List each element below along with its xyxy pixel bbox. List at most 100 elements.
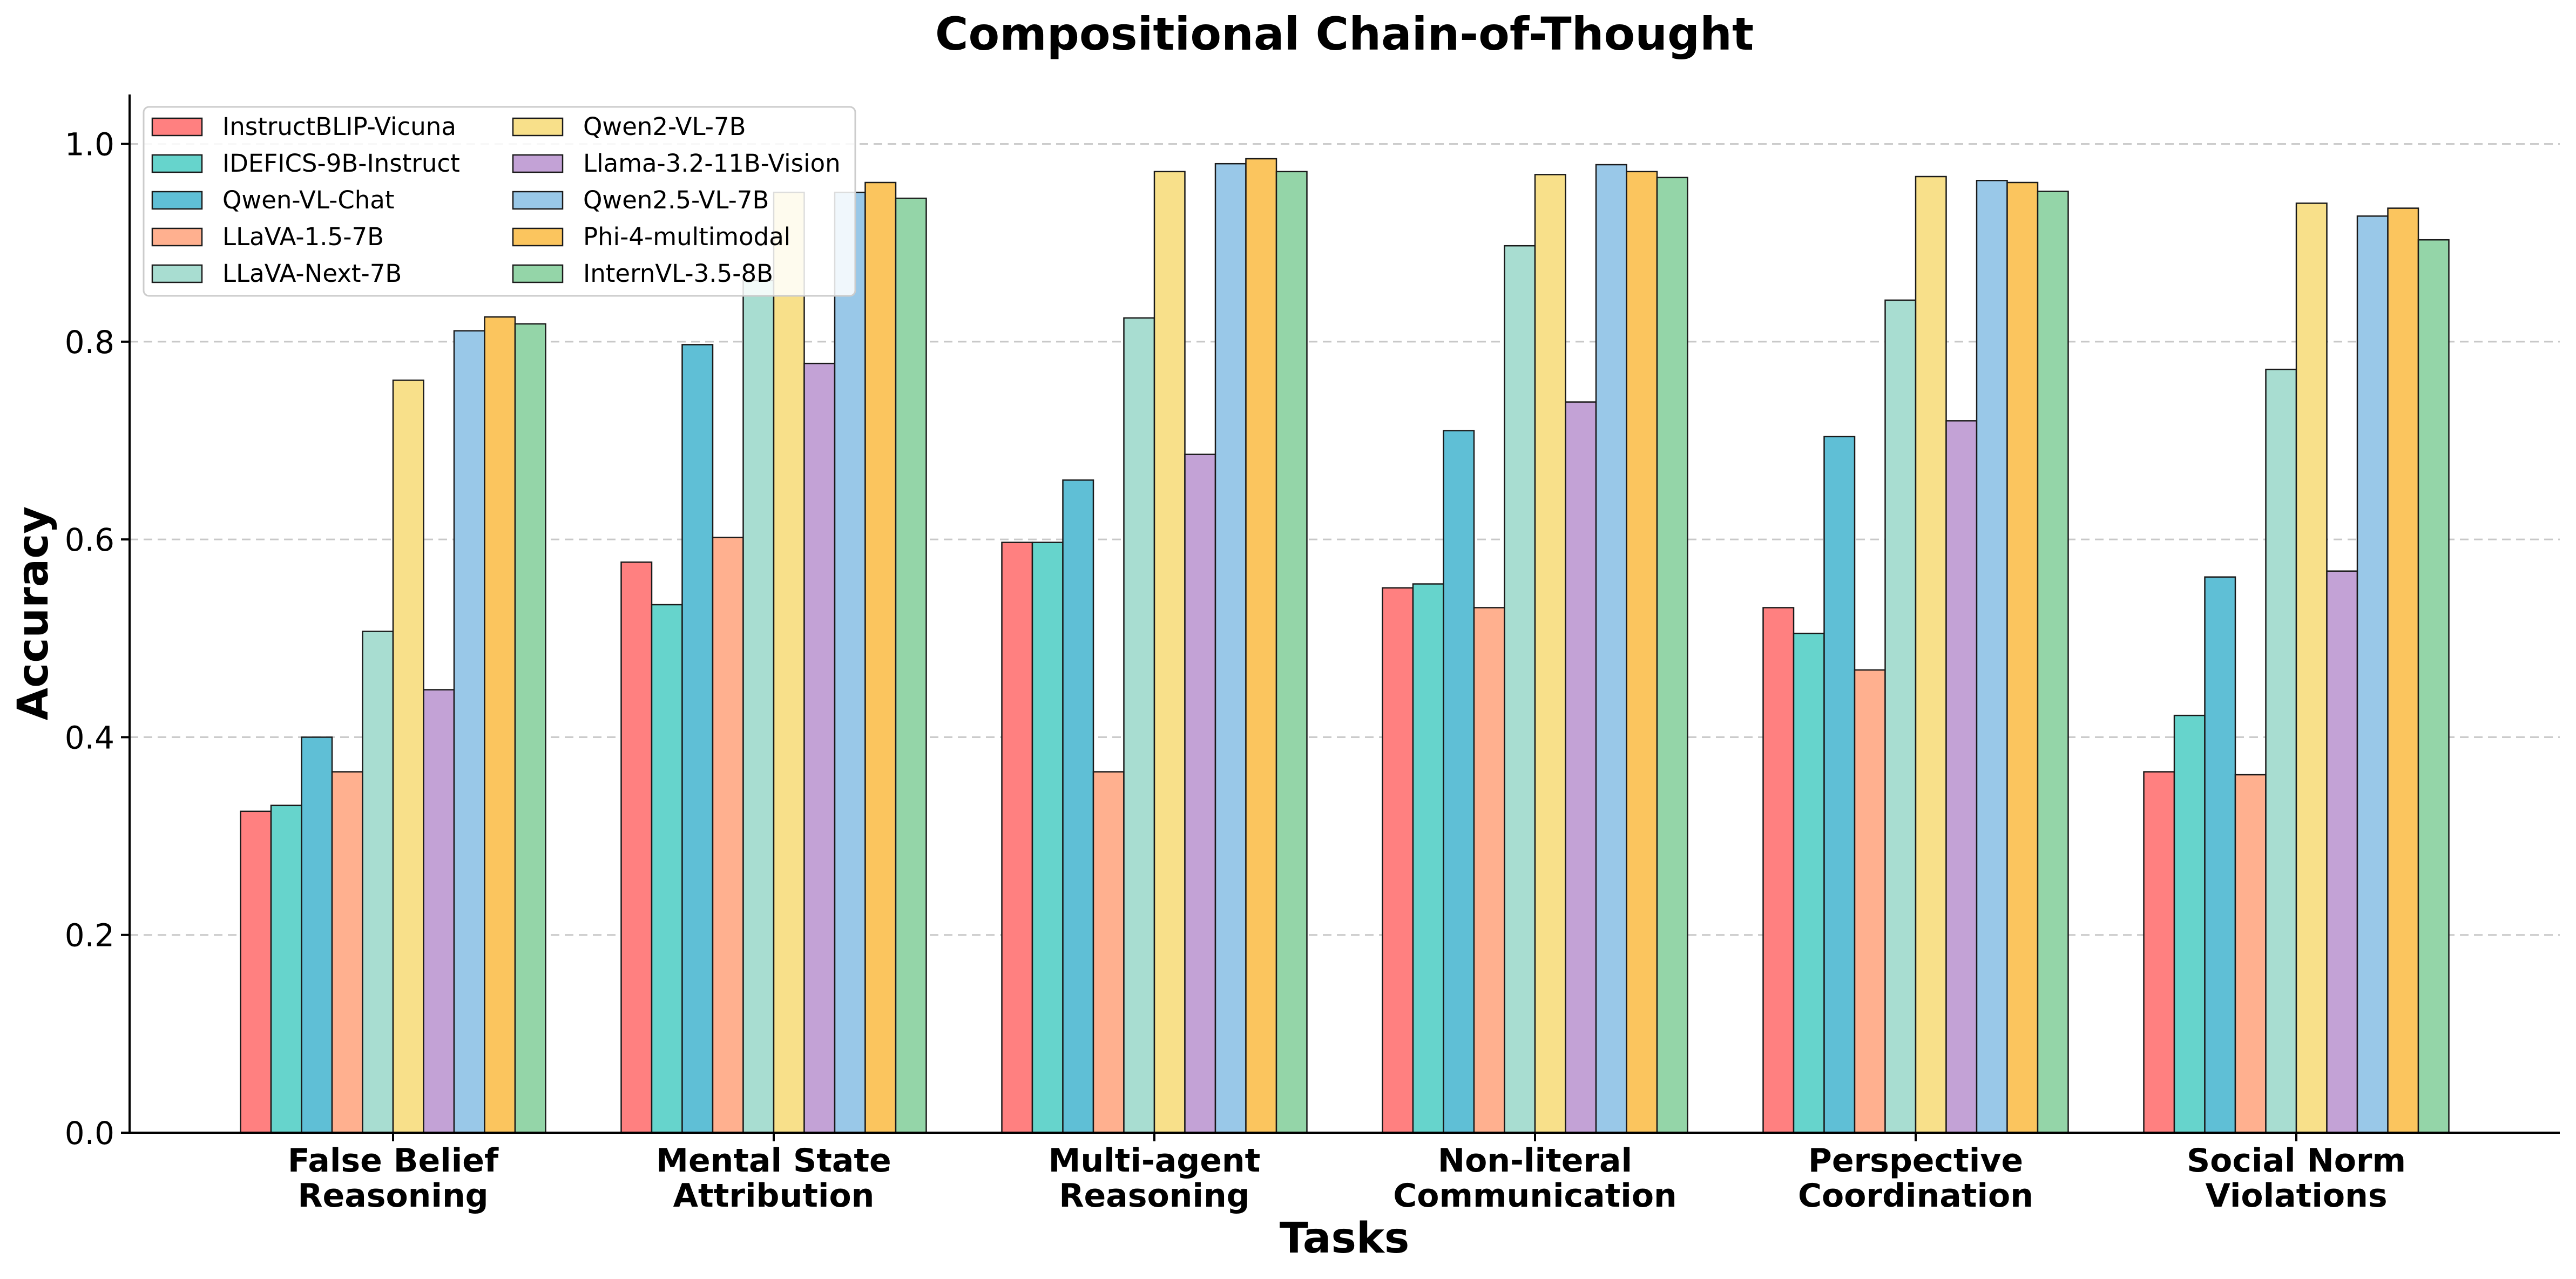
bar bbox=[331, 771, 363, 1134]
bar bbox=[1275, 171, 1308, 1134]
bar bbox=[2234, 774, 2267, 1134]
legend-label: IDEFICS-9B-Instruct bbox=[222, 149, 460, 178]
bar bbox=[1184, 454, 1216, 1134]
bar bbox=[1031, 542, 1064, 1134]
bar bbox=[301, 736, 333, 1134]
legend: InstructBLIP-Vicuna IDEFICS-9B-Instruct Qw… bbox=[143, 106, 856, 297]
legend-swatch bbox=[151, 117, 203, 137]
bar bbox=[1945, 420, 1978, 1134]
x-tick-label-line: Coordination bbox=[1798, 1177, 2033, 1215]
bar bbox=[1382, 587, 1414, 1134]
bar bbox=[1595, 164, 1627, 1134]
legend-swatch bbox=[151, 154, 203, 173]
bar bbox=[620, 561, 653, 1134]
x-tick-label-line: Social Norm bbox=[2187, 1142, 2406, 1180]
x-tick-label: False Belief Reasoning bbox=[288, 1142, 499, 1215]
bar bbox=[1565, 401, 1597, 1134]
bars bbox=[240, 158, 2450, 1134]
bar bbox=[514, 323, 546, 1134]
chart-title: Compositional Chain-of-Thought bbox=[935, 8, 1754, 60]
bar bbox=[803, 362, 836, 1134]
bar bbox=[1793, 632, 1825, 1134]
legend-label: Qwen-VL-Chat bbox=[222, 186, 395, 214]
bar bbox=[2037, 191, 2069, 1134]
x-tick-label-line: Non-literal bbox=[1438, 1142, 1632, 1180]
bar bbox=[834, 192, 866, 1134]
x-axis-label: Tasks bbox=[1280, 1214, 1410, 1263]
bar bbox=[681, 344, 714, 1134]
axes bbox=[129, 94, 2560, 1134]
legend-label: LLaVA-1.5-7B bbox=[222, 222, 384, 251]
y-tick-label: 1.0 bbox=[65, 126, 114, 163]
bar bbox=[1443, 430, 1475, 1134]
bar bbox=[2204, 576, 2236, 1134]
bar bbox=[2265, 368, 2297, 1134]
x-tick-label-line: Communication bbox=[1393, 1177, 1677, 1215]
bar bbox=[1001, 542, 1033, 1134]
legend-label: Qwen2.5-VL-7B bbox=[583, 186, 769, 214]
bar bbox=[453, 330, 485, 1134]
legend-label: InternVL-3.5-8B bbox=[583, 259, 773, 288]
legend-swatch bbox=[151, 227, 203, 247]
bar bbox=[1153, 171, 1186, 1134]
bar bbox=[1823, 436, 1856, 1134]
legend-frame bbox=[143, 106, 856, 297]
bar bbox=[1412, 583, 1444, 1134]
bar bbox=[651, 604, 683, 1134]
x-tick-label-line: Perspective bbox=[1808, 1142, 2023, 1180]
bar bbox=[1123, 317, 1155, 1134]
y-tick-label: 0.0 bbox=[65, 1115, 114, 1152]
x-tick-label: Multi-agent Reasoning bbox=[1049, 1142, 1261, 1215]
bar bbox=[864, 181, 897, 1134]
x-tick-label-line: Violations bbox=[2205, 1177, 2387, 1215]
bar bbox=[1915, 175, 1947, 1134]
legend-swatch bbox=[512, 264, 564, 283]
legend-swatch bbox=[512, 227, 564, 247]
x-tick-label: Social Norm Violations bbox=[2187, 1142, 2406, 1215]
legend-swatch bbox=[151, 191, 203, 210]
bar bbox=[895, 198, 927, 1134]
x-tick-label-line: Reasoning bbox=[298, 1177, 488, 1215]
legend-swatch bbox=[512, 191, 564, 210]
x-tick-label: Non-literal Communication bbox=[1393, 1142, 1677, 1215]
legend-label: Phi-4-multimodal bbox=[583, 222, 790, 251]
bar bbox=[270, 804, 302, 1134]
x-tick-label-line: Multi-agent bbox=[1049, 1142, 1261, 1180]
bar bbox=[1214, 163, 1247, 1134]
bar bbox=[712, 537, 744, 1134]
x-tick-label-line: Mental State bbox=[656, 1142, 891, 1180]
bar bbox=[1762, 607, 1795, 1134]
bar bbox=[1656, 177, 1688, 1134]
legend-swatch bbox=[512, 154, 564, 173]
x-tick-label: Mental State Attribution bbox=[656, 1142, 891, 1215]
legend-label: LLaVA-Next-7B bbox=[222, 259, 402, 288]
y-tick-label: 0.2 bbox=[65, 917, 114, 954]
bar bbox=[362, 631, 394, 1134]
bar bbox=[1245, 158, 1277, 1134]
bar bbox=[2143, 771, 2175, 1134]
bar bbox=[1626, 171, 1658, 1134]
bar bbox=[2173, 714, 2206, 1134]
bar bbox=[1062, 479, 1094, 1134]
bar bbox=[2356, 215, 2389, 1134]
legend-label: Qwen2-VL-7B bbox=[583, 112, 746, 141]
y-ticks: 0.0 0.2 0.4 0.6 0.8 1.0 bbox=[65, 126, 130, 1152]
bar bbox=[1884, 299, 1917, 1134]
bar bbox=[423, 689, 455, 1134]
bar bbox=[484, 316, 516, 1134]
legend-swatch bbox=[151, 264, 203, 283]
legend-label: InstructBLIP-Vicuna bbox=[222, 112, 456, 141]
legend-swatch bbox=[512, 117, 564, 137]
bar bbox=[773, 192, 805, 1134]
bar bbox=[392, 380, 424, 1134]
bar bbox=[1092, 771, 1125, 1134]
bar bbox=[2326, 570, 2358, 1134]
legend-label: Llama-3.2-11B-Vision bbox=[583, 149, 841, 178]
x-tick-label-line: Reasoning bbox=[1059, 1177, 1249, 1215]
x-tick-label-line: False Belief bbox=[288, 1142, 499, 1180]
bar bbox=[1504, 245, 1536, 1134]
bar bbox=[2006, 181, 2039, 1134]
bar bbox=[240, 810, 272, 1134]
